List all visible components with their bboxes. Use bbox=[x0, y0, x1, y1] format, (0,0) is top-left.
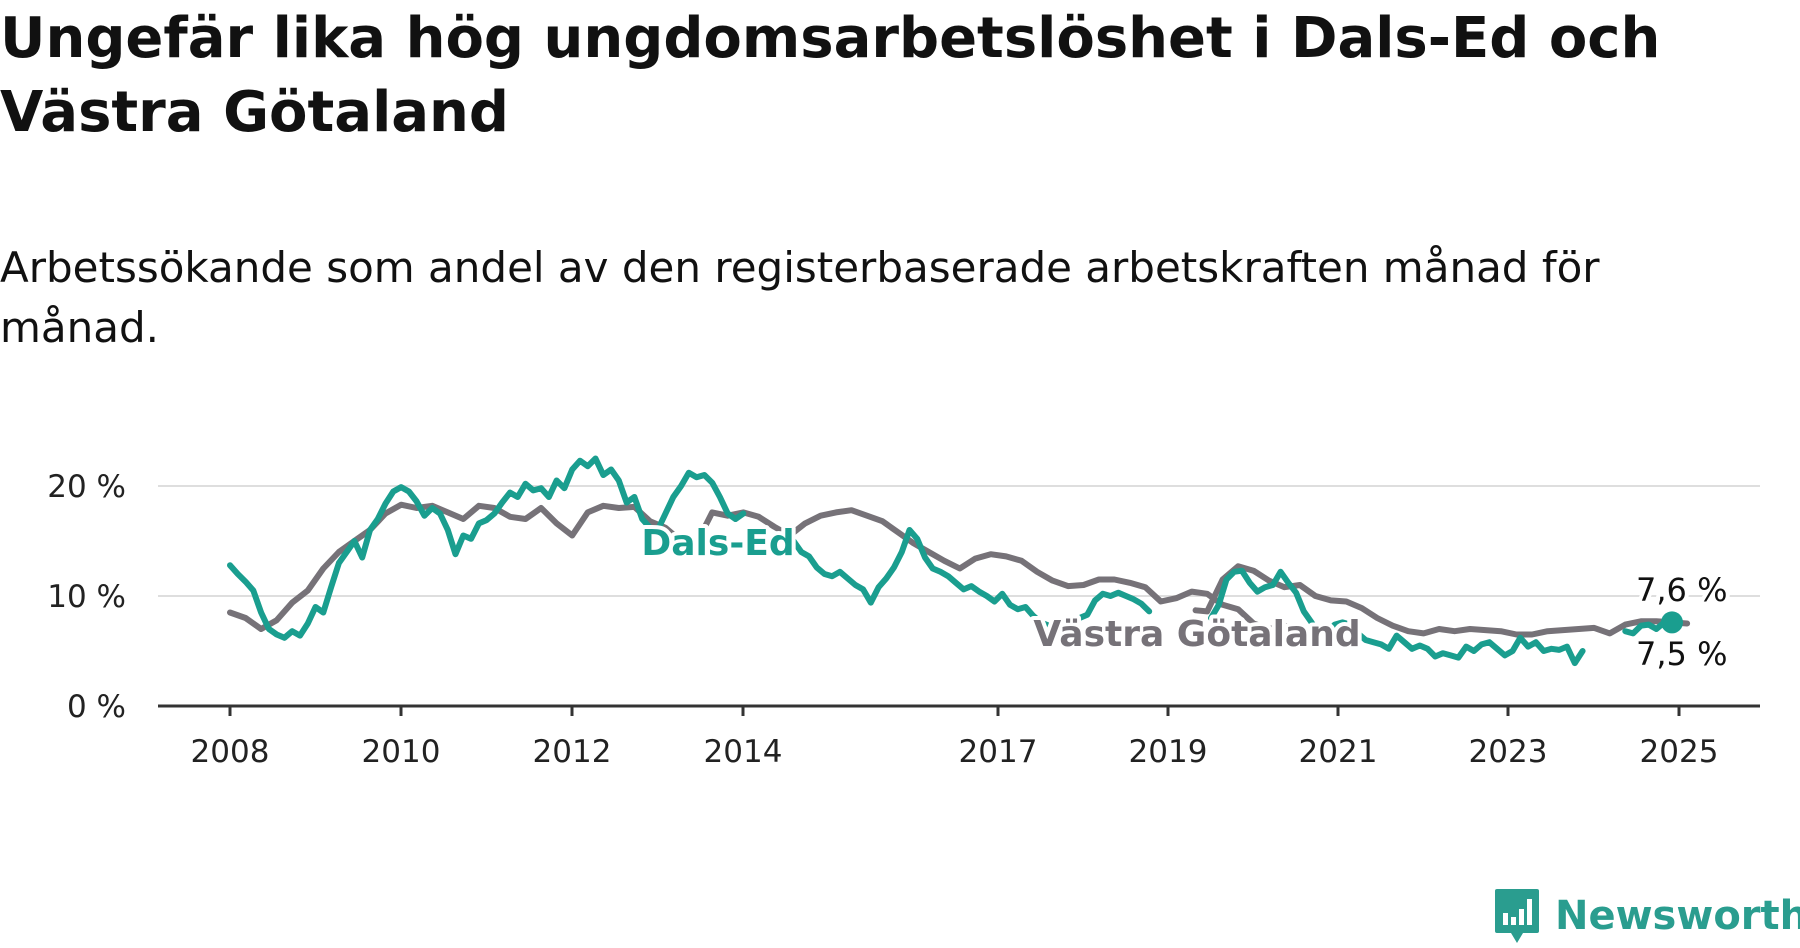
page-title: Ungefär lika hög ungdomsarbetslöshet i D… bbox=[0, 6, 1661, 145]
y-tick-label: 20 % bbox=[47, 469, 126, 505]
y-tick-label: 10 % bbox=[47, 579, 126, 615]
x-tick-label: 2023 bbox=[1469, 734, 1548, 770]
y-tick-label: 0 % bbox=[67, 689, 126, 725]
newsworthy-logo-icon bbox=[1495, 889, 1539, 943]
brand-name: Newsworthy bbox=[1555, 893, 1800, 939]
series-label-dals-ed: Dals-Ed bbox=[641, 523, 794, 564]
gridlines bbox=[158, 485, 1760, 597]
series-line bbox=[227, 455, 747, 641]
series-lines bbox=[227, 455, 1691, 667]
x-tick-label: 2014 bbox=[704, 734, 783, 770]
brand-logo: Newsworthy bbox=[1493, 886, 1800, 946]
series-line bbox=[1076, 589, 1153, 621]
x-tick-label: 2008 bbox=[191, 734, 270, 770]
x-tick-label: 2010 bbox=[362, 734, 441, 770]
series-dals-ed bbox=[227, 455, 1675, 667]
x-tick-label: 2021 bbox=[1299, 734, 1378, 770]
series-line bbox=[790, 527, 1052, 629]
x-tick-label: 2012 bbox=[533, 734, 612, 770]
end-value-label-vastra-gotaland: 7,5 % bbox=[1636, 635, 1727, 673]
x-tick-label: 2017 bbox=[959, 734, 1038, 770]
end-point-marker bbox=[1660, 611, 1683, 634]
chart-subtitle: Arbetssökande som andel av den registerb… bbox=[0, 243, 1600, 352]
series-label-vastra-gotaland: Västra Götaland bbox=[1033, 614, 1360, 655]
direct-labels: 7,6 % 7,5 % Dals-Ed Västra Götaland bbox=[637, 519, 1731, 677]
y-axis-tick-labels: 0 % 10 % 20 % bbox=[47, 469, 126, 725]
x-tick-label: 2025 bbox=[1640, 734, 1719, 770]
series-line bbox=[227, 501, 1319, 643]
x-axis: 2008 2010 2012 2014 2017 2019 2021 2023 2025 bbox=[158, 704, 1760, 770]
series-line bbox=[1208, 567, 1586, 667]
end-value-label-dals-ed: 7,6 % bbox=[1636, 571, 1727, 609]
x-tick-label: 2019 bbox=[1129, 734, 1208, 770]
